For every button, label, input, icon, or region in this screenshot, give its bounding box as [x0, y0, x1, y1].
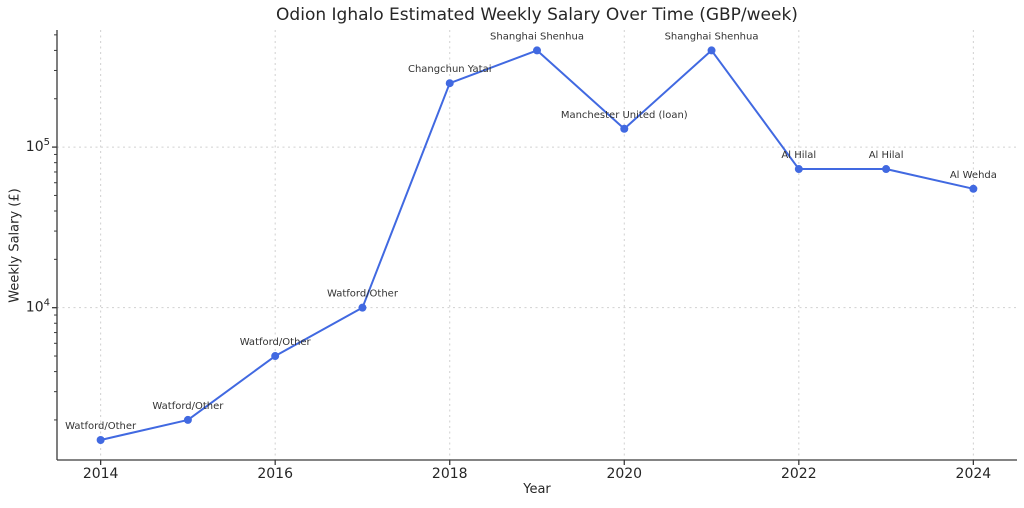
data-point	[445, 79, 454, 88]
x-tick-label: 2022	[781, 466, 817, 482]
point-label: Watford/Other	[327, 289, 399, 300]
data-point	[271, 352, 280, 361]
data-point	[358, 303, 367, 312]
x-tick-label: 2016	[257, 466, 293, 482]
x-tick-label: 2024	[956, 466, 992, 482]
data-line	[99, 49, 975, 441]
point-label: Manchester United (loan)	[561, 110, 688, 121]
point-label: Al Wehda	[950, 170, 997, 181]
data-point	[707, 46, 716, 55]
data-point	[620, 124, 629, 133]
y-tick-label: 105	[26, 137, 50, 155]
point-label: Al Hilal	[869, 150, 904, 161]
data-point	[969, 184, 978, 193]
chart-title: Odion Ighalo Estimated Weekly Salary Ove…	[276, 5, 798, 25]
point-label: Shanghai Shenhua	[665, 31, 759, 42]
x-axis-label: Year	[523, 482, 551, 497]
point-label: Al Hilal	[781, 150, 816, 161]
point-label: Watford/Other	[240, 337, 312, 348]
data-point	[882, 165, 891, 174]
data-point	[533, 46, 541, 55]
x-tick-label: 2014	[83, 466, 119, 482]
data-point	[96, 435, 105, 444]
point-label: Changchun Yatai	[408, 64, 492, 75]
point-label: Watford/Other	[152, 401, 224, 412]
y-axis-label: Weekly Salary (£)	[7, 188, 23, 303]
data-point	[794, 165, 803, 174]
y-tick-label: 104	[26, 298, 50, 316]
point-label: Shanghai Shenhua	[490, 31, 584, 42]
point-label: Watford/Other	[65, 421, 137, 432]
x-tick-label: 2018	[432, 466, 468, 482]
data-point	[183, 415, 192, 424]
x-tick-label: 2020	[606, 466, 642, 482]
